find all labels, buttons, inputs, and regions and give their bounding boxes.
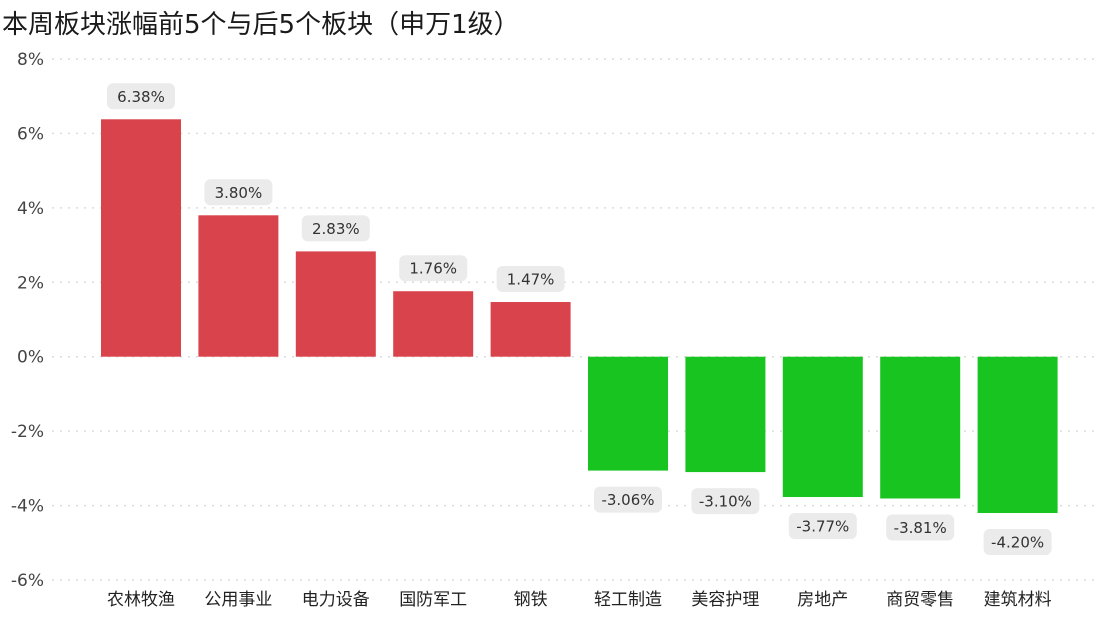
data-label: 1.76% — [409, 260, 457, 278]
data-label: 1.47% — [507, 271, 555, 289]
data-label-background — [301, 215, 370, 242]
data-label: -4.20% — [991, 534, 1044, 552]
data-label: 2.83% — [312, 220, 360, 238]
data-label-background — [788, 513, 857, 540]
category-label: 农林牧渔 — [107, 590, 175, 610]
data-label-background — [594, 486, 662, 513]
bar — [880, 356, 961, 499]
data-label-background — [691, 488, 760, 515]
data-label: -3.77% — [796, 518, 849, 536]
data-label-background — [983, 529, 1052, 556]
bar — [198, 215, 279, 357]
data-label-background — [886, 514, 955, 541]
category-label: 房地产 — [797, 590, 848, 610]
y-tick-label: 8% — [17, 50, 44, 70]
category-label: 轻工制造 — [594, 590, 662, 610]
y-tick-label: 6% — [17, 124, 44, 144]
category-label: 商贸零售 — [886, 590, 954, 610]
data-label: -3.10% — [699, 493, 752, 511]
y-tick-label: 2% — [17, 273, 44, 293]
y-tick-label: -2% — [11, 422, 44, 442]
data-label: 6.38% — [117, 88, 165, 106]
category-label: 电力设备 — [302, 590, 370, 610]
y-tick-label: 4% — [17, 199, 44, 219]
data-labels: 6.38% 3.80% 2.83% 1.76% 1.47% -3.06% -3.10% -3.… — [107, 83, 1052, 556]
bars — [101, 119, 1058, 514]
y-axis-ticks: 8% 6% 4% 2% 0% -2% -4% -6% — [11, 50, 44, 591]
chart-title: 本周板块涨幅前5个与后5个板块（申万1级） — [2, 10, 520, 40]
bar — [295, 251, 376, 357]
bar — [393, 291, 474, 357]
category-label: 公用事业 — [204, 590, 272, 610]
category-label: 建筑材料 — [984, 590, 1052, 610]
data-label-background — [496, 266, 565, 293]
data-label-background — [204, 179, 273, 206]
bar — [782, 356, 863, 498]
data-label: 3.80% — [215, 184, 263, 202]
data-label: -3.06% — [601, 491, 654, 509]
bar — [977, 356, 1058, 514]
y-tick-label: 0% — [17, 348, 44, 368]
category-labels: 农林牧渔 公用事业 电力设备 国防军工 钢铁 轻工制造 美容护理 房地产 商贸零售 建筑材料 — [107, 590, 1052, 610]
bar — [101, 119, 181, 357]
category-label: 国防军工 — [399, 590, 467, 610]
category-label: 美容护理 — [691, 590, 759, 610]
data-label: -3.81% — [894, 519, 947, 537]
data-label-background — [107, 83, 175, 110]
bar — [490, 302, 571, 357]
category-label: 钢铁 — [514, 590, 548, 610]
y-tick-label: -6% — [11, 571, 44, 591]
bar — [588, 356, 668, 471]
bar — [685, 356, 766, 473]
data-label-background — [399, 255, 468, 282]
y-tick-label: -4% — [11, 497, 44, 517]
